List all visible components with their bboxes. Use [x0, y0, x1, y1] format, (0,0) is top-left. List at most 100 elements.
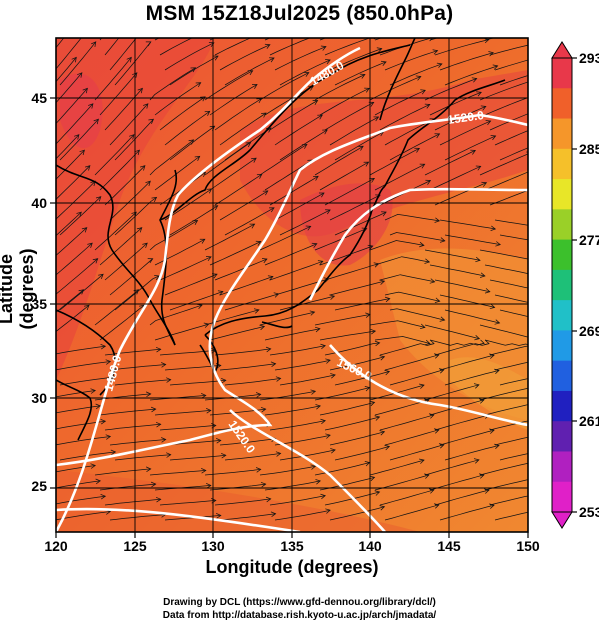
streamline — [56, 72, 83, 104]
streamline-arrow — [479, 339, 485, 345]
streamline-arrow — [325, 209, 331, 215]
streamline-arrow — [148, 118, 155, 124]
streamline — [489, 44, 528, 56]
streamline-arrow — [530, 461, 535, 466]
streamline-arrow — [369, 475, 376, 482]
streamline-arrow — [379, 430, 386, 436]
streamline — [334, 211, 387, 236]
streamline — [154, 323, 209, 341]
y-tick-label: 35 — [31, 296, 47, 312]
streamline-arrow — [424, 473, 430, 479]
streamline-arrow — [480, 105, 487, 111]
streamline-arrow — [312, 100, 319, 105]
colorbar-segment — [552, 209, 572, 241]
streamline — [224, 453, 281, 461]
streamline — [149, 220, 198, 251]
streamline-arrow — [419, 323, 426, 330]
streamline — [269, 175, 319, 206]
streamline-arrow — [192, 220, 199, 225]
streamline-arrow — [476, 91, 482, 97]
streamline-arrow — [479, 473, 485, 479]
streamline — [154, 156, 200, 191]
streamline-arrow — [105, 434, 112, 440]
streamline-arrow — [484, 488, 490, 494]
streamline-arrow — [311, 242, 318, 248]
streamline — [424, 78, 477, 101]
streamline-arrow — [150, 481, 157, 488]
colorbar-segment — [552, 239, 572, 271]
streamline-arrow — [540, 288, 545, 293]
streamline-arrow — [221, 378, 227, 384]
streamline — [379, 489, 435, 506]
streamline-arrow — [439, 237, 446, 243]
streamline-arrow — [305, 225, 312, 231]
x-tick-label: 135 — [280, 538, 304, 554]
streamline — [219, 190, 268, 221]
streamline — [94, 211, 137, 251]
streamline — [479, 153, 528, 176]
streamline-arrow — [479, 398, 485, 404]
streamline — [99, 72, 138, 116]
streamline-arrow — [475, 256, 481, 263]
streamline-arrow — [489, 428, 495, 434]
streamline — [94, 468, 151, 476]
streamline — [439, 120, 491, 146]
streamline-arrow — [310, 389, 317, 395]
streamline — [56, 480, 101, 489]
streamline — [494, 219, 528, 226]
colorbar-segment — [552, 58, 572, 89]
streamline — [159, 425, 216, 431]
streamline — [369, 76, 421, 101]
streamline-arrow — [320, 343, 326, 350]
streamline-arrow — [211, 273, 218, 279]
streamline — [369, 240, 424, 251]
streamline-arrow — [255, 467, 262, 473]
streamline-arrow — [88, 103, 94, 109]
streamline — [334, 61, 387, 86]
streamline-arrow — [434, 133, 441, 139]
streamline-arrow — [434, 217, 441, 223]
streamline — [424, 324, 480, 340]
streamline — [209, 483, 266, 491]
streamline-arrow — [275, 451, 282, 457]
colorbar-segment — [552, 330, 572, 362]
streamline-arrow — [379, 279, 386, 285]
streamline — [314, 314, 371, 326]
streamline-arrow — [245, 142, 252, 148]
streamline — [379, 414, 435, 431]
colorbar-segment — [552, 451, 572, 483]
streamline — [479, 462, 528, 476]
colorbar-tick-label: 253 — [579, 504, 599, 520]
streamline — [269, 345, 326, 356]
streamline — [109, 514, 166, 521]
streamline-arrow — [358, 145, 364, 151]
streamline-arrow — [319, 192, 325, 198]
streamline — [159, 256, 212, 281]
streamline — [56, 103, 94, 145]
streamline-arrow — [320, 418, 326, 425]
streamline-arrow — [363, 161, 370, 167]
streamline — [494, 511, 528, 521]
streamline — [159, 96, 206, 131]
streamline-arrow — [530, 257, 535, 262]
streamline — [319, 161, 369, 191]
streamline — [314, 74, 366, 101]
colorbar-segment — [552, 421, 572, 452]
streamline — [209, 241, 261, 266]
streamline — [374, 336, 430, 344]
streamline — [99, 305, 145, 341]
y-tick-label: 25 — [31, 478, 47, 494]
streamline — [269, 260, 323, 281]
streamline — [114, 454, 171, 461]
streamline — [334, 446, 390, 461]
streamline-arrow — [540, 491, 545, 496]
streamline-arrow — [317, 260, 324, 266]
streamline-arrow — [265, 346, 272, 353]
streamline-arrow — [75, 0, 80, 1]
streamline — [164, 110, 210, 146]
streamline-arrow — [95, 478, 101, 485]
colorbar-segment — [552, 390, 572, 422]
streamline-arrow — [314, 326, 321, 333]
streamline-arrow — [82, 87, 88, 94]
